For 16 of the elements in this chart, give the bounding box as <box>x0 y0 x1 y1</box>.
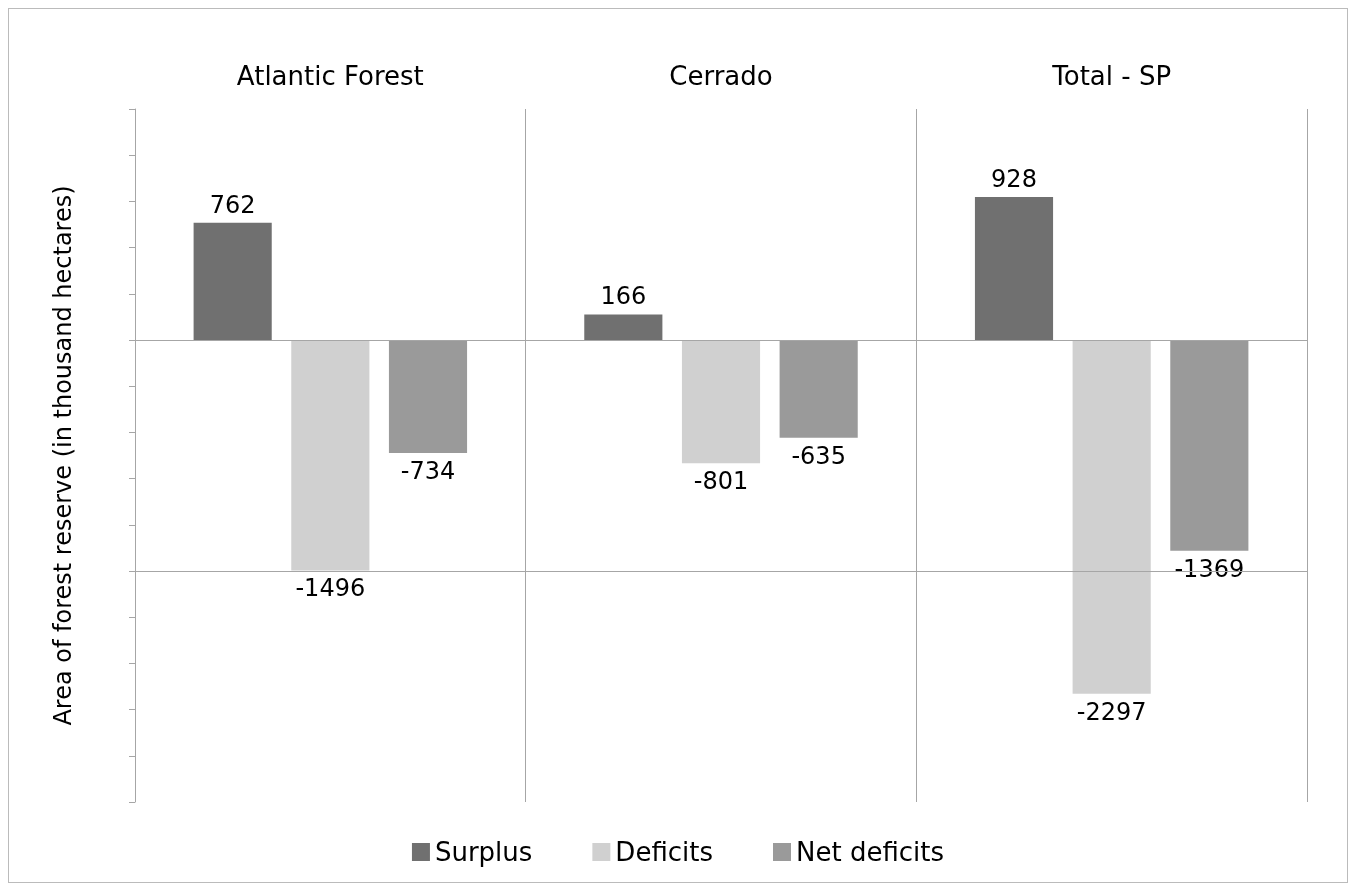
data-label: -801 <box>693 467 749 496</box>
x-tick-label: Atlantic Forest <box>236 61 424 91</box>
data-label: 166 <box>600 282 647 311</box>
x-tick-label: Cerrado <box>669 61 773 91</box>
data-label: 928 <box>991 165 1037 194</box>
legend-label: Net deficits <box>796 837 945 867</box>
data-label: -734 <box>400 457 456 486</box>
data-label: -1369 <box>1174 554 1245 583</box>
data-label: 762 <box>209 190 256 219</box>
legend-label: Deficits <box>615 837 714 867</box>
data-label: -1496 <box>295 574 366 603</box>
x-tick-label: Total - SP <box>1051 61 1172 91</box>
y-axis-title: Area of forest reserve (in thousand hectares) <box>49 185 77 726</box>
data-label: -2297 <box>1076 697 1147 726</box>
data-label: -635 <box>791 441 846 470</box>
legend-label: Surplus <box>434 837 533 867</box>
